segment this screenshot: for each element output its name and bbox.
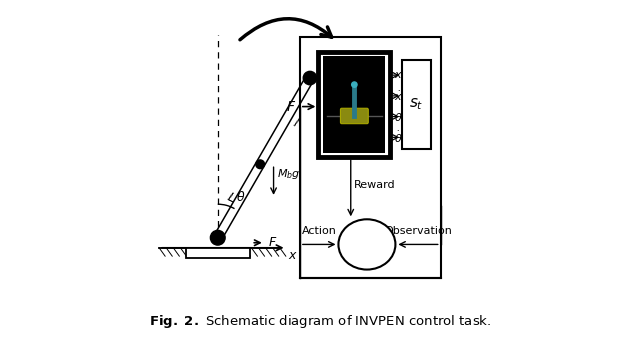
Text: $\dot{\theta}$: $\dot{\theta}$ (394, 130, 403, 145)
Text: $L$: $L$ (224, 190, 237, 206)
Ellipse shape (339, 219, 396, 270)
Text: Reward: Reward (354, 180, 396, 190)
Text: $\mathbf{Fig.\ 2.}$ Schematic diagram of INVPEN control task.: $\mathbf{Fig.\ 2.}$ Schematic diagram of… (148, 313, 492, 330)
FancyBboxPatch shape (340, 108, 368, 124)
Text: $M_b g$: $M_b g$ (277, 167, 300, 181)
Bar (318, 52, 390, 157)
Bar (300, 37, 441, 278)
Bar (402, 60, 431, 149)
Bar (186, 248, 250, 258)
Bar (323, 56, 385, 153)
Text: $x$: $x$ (288, 249, 298, 262)
Text: $s_t$: $s_t$ (409, 97, 424, 112)
Circle shape (256, 160, 264, 169)
Text: $F$: $F$ (268, 236, 277, 249)
FancyArrowPatch shape (240, 19, 332, 40)
Text: $x$: $x$ (394, 70, 403, 80)
Circle shape (303, 71, 317, 85)
Text: Agent: Agent (348, 243, 385, 256)
Text: RL: RL (359, 233, 375, 246)
Text: Action: Action (301, 226, 337, 236)
Circle shape (351, 82, 357, 87)
Text: $\theta$: $\theta$ (236, 190, 246, 204)
Text: $F$: $F$ (286, 100, 296, 114)
Circle shape (211, 230, 225, 245)
Text: $\dot{x}$: $\dot{x}$ (394, 89, 403, 102)
Text: Observation: Observation (384, 226, 452, 236)
Text: $l$: $l$ (291, 115, 301, 130)
Text: $\theta$: $\theta$ (394, 111, 403, 123)
